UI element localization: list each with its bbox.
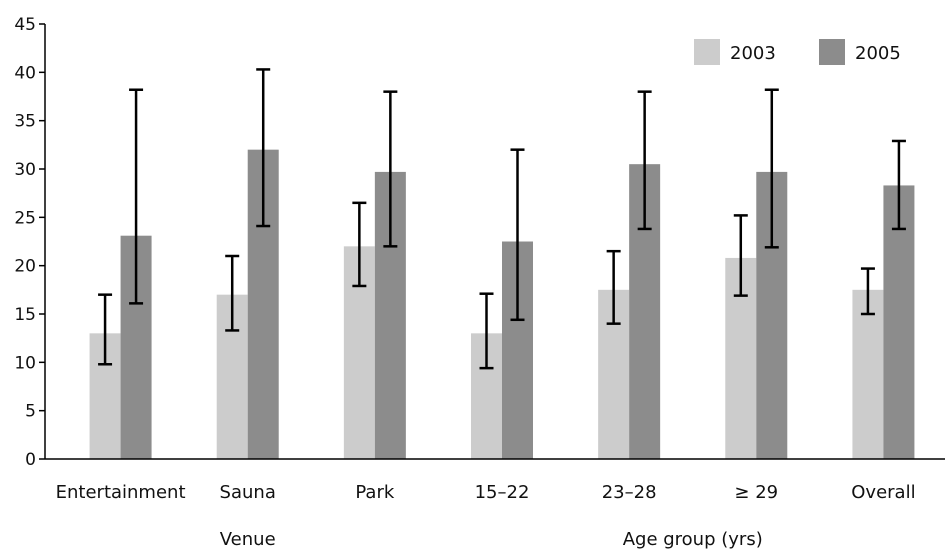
y-tick-label-0: 0	[25, 450, 36, 470]
category-label-0: Entertainment	[56, 482, 186, 503]
labels-layer: 0 5 10 15 20 25 30 35 40 45 Entertainment Sauna Park…	[14, 15, 915, 550]
legend-swatch-2003	[694, 39, 720, 65]
category-label-1: Sauna	[220, 482, 276, 503]
error-bars-layer	[98, 68, 906, 370]
category-label-4: 23–28	[602, 482, 657, 503]
legend-label-2005: 2005	[855, 43, 901, 64]
y-tick-label-15: 15	[14, 305, 36, 325]
legend-label-2003: 2003	[730, 43, 776, 64]
legend-swatch-2005	[819, 39, 845, 65]
y-tick-label-40: 40	[14, 63, 36, 83]
bar-2005-6	[883, 185, 915, 459]
bars-layer	[89, 149, 915, 459]
y-tick-label-25: 25	[14, 208, 36, 228]
y-tick-label-45: 45	[14, 15, 36, 35]
y-tick-label-30: 30	[14, 160, 36, 180]
y-tick-label-5: 5	[25, 402, 36, 422]
category-label-5: ≥ 29	[734, 482, 778, 503]
category-label-2: Park	[355, 482, 394, 503]
legend: 2003 2005	[694, 39, 901, 65]
y-tick-label-35: 35	[14, 112, 36, 132]
group-label-1: Age group (yrs)	[623, 529, 763, 550]
category-label-6: Overall	[851, 482, 915, 503]
axes-layer	[39, 23, 945, 460]
y-tick-label-20: 20	[14, 257, 36, 277]
y-tick-label-10: 10	[14, 353, 36, 373]
bar-2003-6	[852, 289, 884, 459]
category-label-3: 15–22	[475, 482, 530, 503]
group-label-0: Venue	[220, 529, 276, 550]
